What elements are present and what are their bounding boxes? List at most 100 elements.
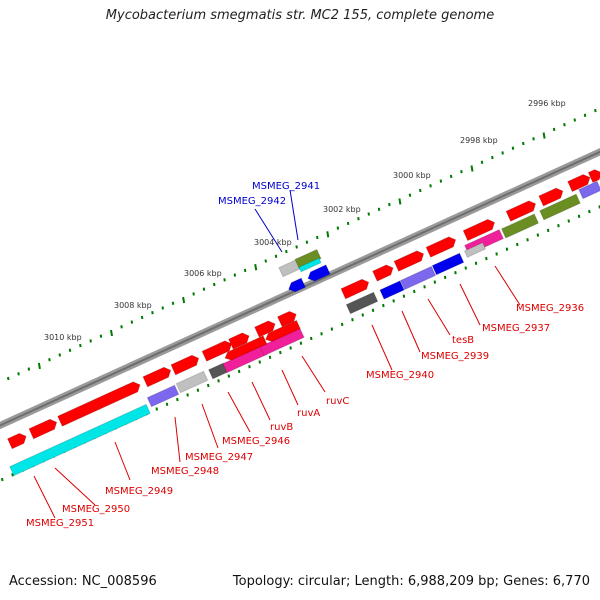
- minor-tick: [377, 207, 381, 211]
- cog-band: [463, 242, 487, 258]
- gene-feature: [224, 335, 268, 361]
- gene-feature: [264, 319, 301, 343]
- cog-tick: [495, 252, 498, 256]
- cog-tick: [196, 388, 200, 392]
- cog-tick: [186, 393, 189, 397]
- gene-label: ruvB: [270, 422, 293, 433]
- callout-line: [371, 324, 393, 371]
- callout-line: [33, 475, 56, 519]
- minor-tick: [151, 311, 154, 315]
- minor-tick: [285, 249, 288, 254]
- cog-tick: [299, 341, 303, 345]
- minor-tick: [367, 212, 370, 216]
- gene-feature: [227, 332, 250, 350]
- gene-feature: [253, 320, 276, 338]
- cog-band: [345, 291, 379, 315]
- minor-tick: [243, 268, 247, 273]
- cog-tick: [248, 365, 251, 369]
- callout-line: [174, 416, 181, 463]
- minor-tick: [501, 151, 504, 155]
- gene-label: MSMEG_2948: [151, 466, 219, 477]
- callout-line: [251, 381, 271, 421]
- cog-tick: [536, 233, 540, 237]
- gene-label: MSMEG_2946: [222, 436, 290, 447]
- cog-tick: [516, 242, 519, 247]
- gene-feature: [170, 354, 200, 376]
- cog-tick: [567, 219, 570, 223]
- cog-tick: [176, 397, 179, 402]
- gene-feature: [28, 418, 58, 440]
- gene-feature: [276, 310, 297, 328]
- gene-label: MSMEG_2936: [516, 303, 584, 314]
- minor-tick: [305, 240, 309, 244]
- minor-tick: [594, 108, 597, 113]
- major-tick: [326, 231, 330, 238]
- cog-tick: [423, 285, 426, 289]
- gene-label: MSMEG_2937: [482, 323, 550, 334]
- gene-feature: [57, 381, 141, 427]
- minor-tick: [522, 141, 525, 146]
- minor-tick: [573, 118, 576, 122]
- minor-tick: [552, 127, 556, 132]
- minor-tick: [439, 179, 443, 183]
- minor-tick: [223, 278, 226, 282]
- cog-tick: [454, 271, 457, 275]
- minor-tick: [99, 334, 103, 338]
- major-tick: [542, 132, 546, 139]
- minor-tick: [7, 376, 10, 381]
- callout-line: [201, 403, 219, 449]
- minor-tick: [192, 292, 195, 296]
- minor-tick: [27, 367, 31, 371]
- gene-label: MSMEG_2941: [252, 181, 320, 192]
- gene-label: MSMEG_2939: [421, 351, 489, 362]
- gene-label: MSMEG_2940: [366, 370, 434, 381]
- scale-label: 2998 kbp: [460, 136, 498, 145]
- scale-labels: 2996 kbp 2998 kbp 3000 kbp 3002 kbp 3004 kbp…: [44, 99, 566, 342]
- cog-tick: [443, 275, 447, 280]
- cog-tick: [413, 289, 416, 294]
- cog-tick: [227, 374, 231, 378]
- gene-feature: [371, 264, 394, 282]
- cog-tick: [392, 299, 395, 303]
- minor-tick: [202, 287, 206, 291]
- cog-band: [500, 213, 540, 239]
- cog-tick: [351, 318, 354, 322]
- gene-label: MSMEG_2947: [185, 452, 253, 463]
- gene-feature: [307, 264, 331, 282]
- minor-tick: [583, 113, 587, 117]
- cog-tick: [330, 327, 334, 331]
- gene-label: ruvA: [297, 408, 320, 419]
- gene-feature: [505, 200, 537, 222]
- minor-tick: [316, 235, 319, 240]
- cog-tick: [258, 360, 261, 364]
- major-tick: [254, 264, 258, 271]
- minor-tick: [419, 188, 422, 193]
- callout-line: [459, 283, 481, 326]
- gene-feature: [538, 187, 564, 207]
- minor-tick: [408, 193, 412, 197]
- major-tick: [110, 329, 113, 337]
- scale-label: 3006 kbp: [184, 269, 222, 278]
- minor-tick: [491, 155, 494, 160]
- minor-tick: [17, 372, 20, 376]
- callout-line: [227, 391, 251, 433]
- cog-tick: [526, 238, 529, 242]
- cog-tick: [289, 346, 292, 350]
- cog-band: [146, 384, 180, 408]
- cog-tick: [402, 294, 406, 298]
- minor-tick: [58, 353, 61, 357]
- gene-label: tesB: [452, 335, 474, 346]
- minor-tick: [48, 358, 51, 362]
- cog-tick: [237, 369, 241, 374]
- callout-line: [427, 298, 451, 336]
- callout-line: [254, 208, 283, 253]
- gene-track: [6, 169, 600, 477]
- gene-label: MSMEG_2950: [62, 504, 130, 515]
- scale-ticks: [7, 108, 597, 381]
- cog-tick: [340, 322, 344, 327]
- cog-tick: [557, 224, 560, 228]
- gene-label: ruvC: [326, 396, 349, 407]
- gene-feature: [142, 366, 172, 388]
- gene-feature: [567, 173, 591, 193]
